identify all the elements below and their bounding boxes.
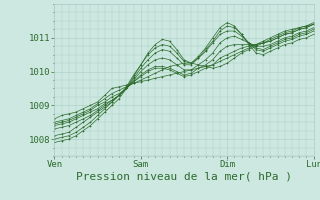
X-axis label: Pression niveau de la mer( hPa ): Pression niveau de la mer( hPa ) [76,172,292,182]
